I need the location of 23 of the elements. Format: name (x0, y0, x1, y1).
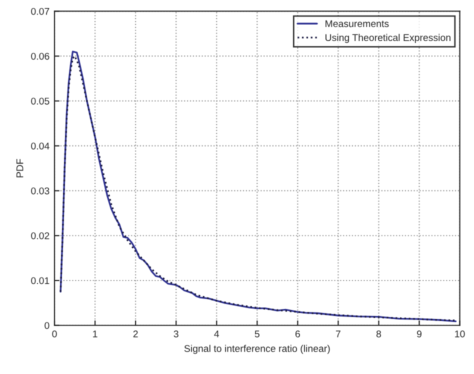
legend-label: Using Theoretical Expression (326, 34, 450, 43)
x-tick-label: 8 (376, 330, 382, 338)
y-axis-title: PDF (16, 158, 24, 178)
y-tick-label: 0.05 (31, 98, 50, 105)
y-tick-label: 0.07 (31, 8, 50, 15)
x-tick-label: 3 (174, 330, 178, 338)
x-tick-label: 6 (295, 330, 300, 338)
x-tick-label: 2 (133, 330, 138, 338)
x-tick-label: 10 (455, 330, 465, 338)
y-tick-label: 0.02 (31, 232, 50, 240)
x-tick-label: 7 (336, 330, 340, 338)
x-tick-label: 4 (214, 330, 220, 338)
y-tick-label: 0.01 (31, 277, 50, 284)
y-tick-label: 0.04 (31, 142, 50, 150)
x-tick-label: 1 (93, 330, 98, 338)
y-tick-label: 0.06 (31, 52, 50, 60)
legend-label: Measurements (326, 20, 389, 28)
y-tick-label: 0 (44, 322, 50, 329)
x-axis-title: Signal to interference ratio (linear) (184, 344, 330, 354)
x-tick-label: 9 (417, 330, 422, 338)
y-tick-label: 0.03 (31, 187, 50, 194)
x-tick-label: 5 (254, 330, 260, 338)
x-tick-label: 0 (52, 330, 57, 338)
